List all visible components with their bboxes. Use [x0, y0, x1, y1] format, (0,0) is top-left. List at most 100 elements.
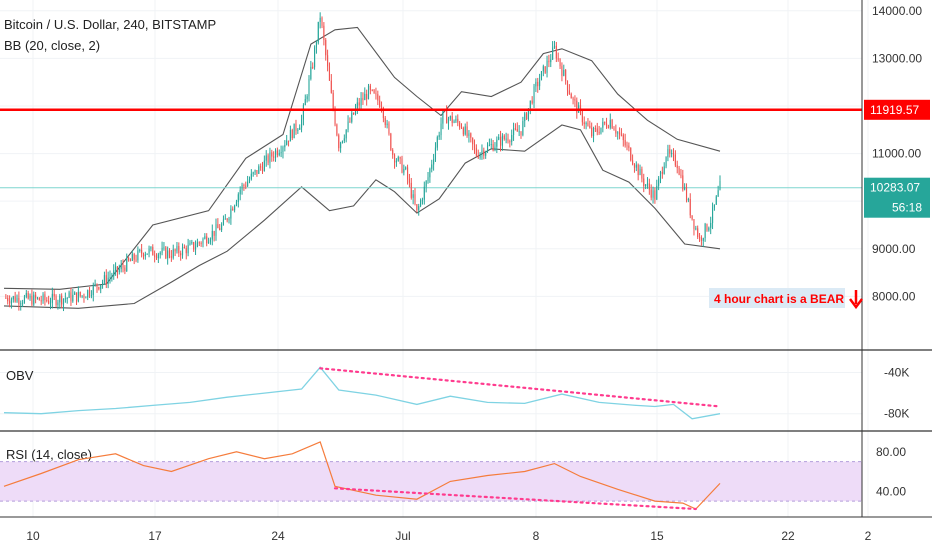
candle-body — [20, 303, 22, 305]
candle-body — [157, 254, 159, 259]
obv-pane: OBV — [3, 366, 722, 420]
candle-body — [632, 160, 634, 165]
candle-body — [168, 250, 171, 257]
candle-body — [559, 58, 561, 67]
candle-body — [472, 137, 474, 145]
bb-indicator-label: BB (20, close, 2) — [4, 38, 100, 53]
candle-body — [429, 168, 431, 178]
candle-body — [680, 174, 682, 176]
candle-body — [587, 122, 589, 126]
candle-body — [85, 297, 87, 299]
candle-body — [241, 185, 243, 190]
price-tick-label: 13000.00 — [872, 51, 922, 65]
candle-body — [717, 190, 719, 197]
candle-body — [375, 93, 377, 95]
candle-body — [457, 118, 459, 123]
bar-countdown: 56:18 — [892, 201, 922, 215]
candle-body — [183, 246, 185, 249]
candle-body — [719, 181, 721, 191]
candle-body — [325, 39, 327, 56]
candle-body — [165, 247, 167, 259]
candle-body — [301, 119, 303, 128]
candle-body — [252, 172, 254, 174]
candle-body — [353, 112, 355, 115]
candle-body — [336, 124, 338, 136]
candle-body — [524, 113, 526, 122]
candle-body — [539, 80, 541, 87]
candle-body — [591, 127, 593, 136]
x-tick-label: 2 — [865, 529, 872, 543]
candle-body — [646, 183, 649, 185]
candle-body — [392, 149, 394, 155]
candle-body — [529, 100, 531, 109]
candle-body — [12, 296, 14, 300]
candle-body — [684, 187, 686, 190]
candle-body — [685, 187, 688, 201]
candle-body — [390, 133, 392, 150]
candle-body — [343, 138, 345, 141]
candle-body — [526, 113, 528, 120]
candle-body — [615, 130, 617, 134]
candle-body — [496, 139, 498, 147]
x-tick-label: Jul — [395, 529, 410, 543]
candle-body — [672, 153, 675, 155]
candle-body — [568, 90, 570, 94]
candle-body — [22, 302, 24, 304]
candle-body — [167, 250, 169, 259]
candle-body — [583, 122, 585, 125]
candle-body — [107, 277, 109, 284]
candle-body — [427, 177, 429, 181]
candle-body — [254, 169, 256, 173]
candle-body — [553, 45, 556, 48]
candle-body — [66, 297, 68, 299]
candle-body — [230, 208, 232, 219]
candle-body — [235, 202, 238, 206]
candle-body — [155, 256, 158, 259]
candle-body — [59, 295, 61, 303]
bb-upper-band — [3, 26, 721, 290]
candle-body — [702, 238, 704, 241]
candle-body — [656, 185, 658, 200]
candle-body — [161, 247, 163, 253]
candle-body — [51, 293, 53, 303]
candle-body — [92, 284, 94, 296]
annotation-text: 4 hour chart is a BEAR — [714, 292, 844, 306]
candle-body — [546, 60, 548, 73]
candle-body — [388, 123, 390, 134]
candle-body — [178, 246, 180, 254]
candle-body — [611, 119, 613, 129]
x-tick-label: 24 — [271, 529, 285, 543]
candle-body — [261, 167, 264, 172]
candle-body — [518, 131, 520, 133]
candle-body — [133, 254, 135, 260]
candle-body — [77, 291, 79, 302]
candle-body — [61, 295, 63, 305]
candle-body — [678, 167, 680, 175]
candle-body — [221, 224, 223, 231]
candle-body — [319, 17, 321, 22]
candle-body — [382, 108, 384, 119]
candle-body — [146, 253, 148, 255]
rsi-band — [0, 461, 862, 502]
candle-body — [57, 302, 59, 306]
candle-body — [513, 128, 515, 136]
candle-body — [68, 292, 70, 298]
candle-body — [462, 128, 464, 135]
candle-body — [468, 133, 470, 137]
candle-body — [42, 294, 44, 301]
candle-body — [263, 160, 265, 172]
candle-body — [442, 110, 444, 124]
candle-body — [373, 89, 375, 94]
candle-body — [310, 66, 312, 79]
candle-body — [284, 144, 286, 148]
candle-body — [466, 126, 468, 137]
candle-body — [152, 246, 154, 256]
candle-body — [572, 98, 574, 100]
bear-annotation: 4 hour chart is a BEAR — [709, 288, 863, 310]
candle-body — [425, 180, 427, 187]
candle-body — [327, 55, 329, 67]
candle-body — [708, 227, 710, 231]
obv-title: OBV — [6, 368, 34, 383]
candle-body — [420, 200, 422, 207]
candle-body — [418, 206, 420, 210]
